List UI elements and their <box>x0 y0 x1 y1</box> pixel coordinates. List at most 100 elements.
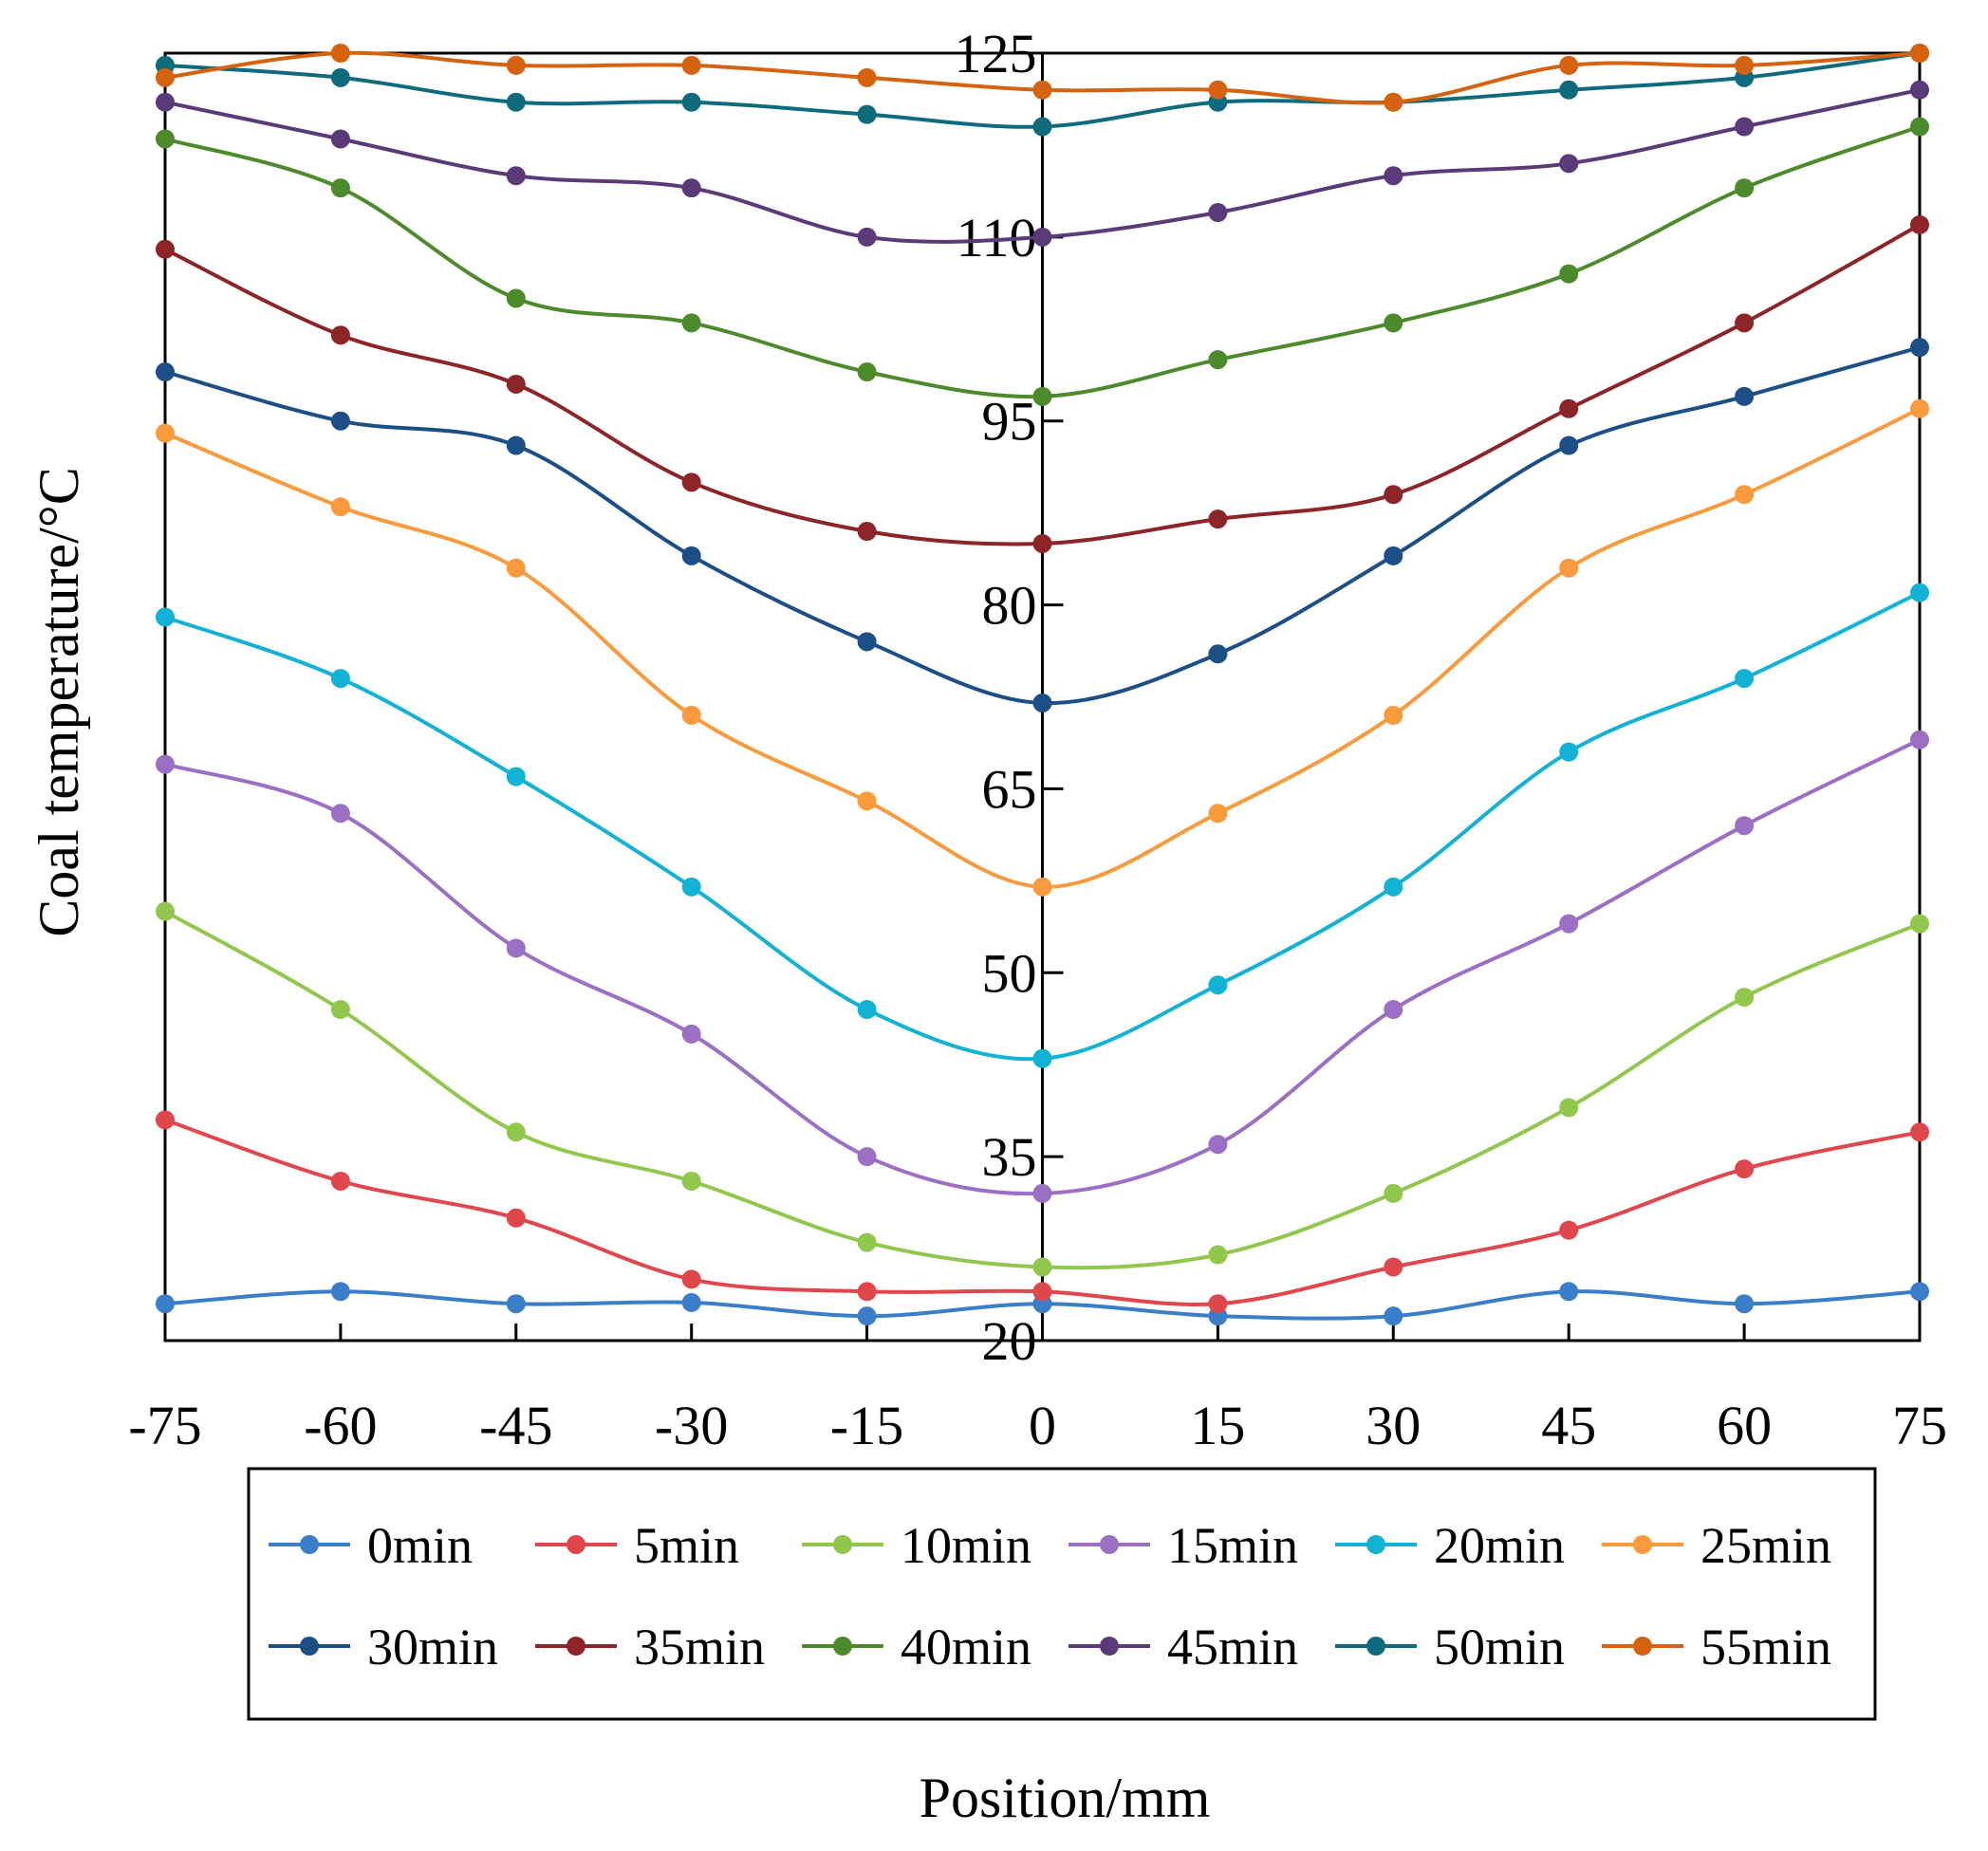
data-point <box>1384 877 1403 897</box>
data-point <box>1559 1282 1579 1302</box>
data-point <box>681 1269 701 1289</box>
data-point <box>156 1110 175 1130</box>
legend-swatch-marker <box>567 1535 585 1554</box>
data-point <box>1910 44 1929 63</box>
y-tick-label: 20 <box>982 1310 1037 1372</box>
data-point <box>1384 92 1403 112</box>
y-tick-label: 125 <box>955 23 1037 84</box>
legend-item-40min: 40min <box>802 1619 1031 1675</box>
data-point <box>1384 166 1403 186</box>
data-point <box>506 374 526 394</box>
data-point <box>1384 546 1403 565</box>
data-point <box>1559 1220 1579 1240</box>
data-point <box>330 129 350 149</box>
data-point <box>1384 705 1403 725</box>
data-point <box>506 1122 526 1142</box>
data-point <box>681 705 701 725</box>
data-point <box>156 901 175 921</box>
series-40min <box>156 117 1929 406</box>
data-point <box>857 362 877 382</box>
data-point <box>156 67 175 87</box>
legend-swatch-marker <box>300 1535 319 1554</box>
legend-swatch-marker <box>300 1637 319 1656</box>
legend-swatch-marker <box>1366 1637 1385 1656</box>
data-point <box>1559 55 1579 75</box>
data-point <box>1735 988 1755 1008</box>
data-point <box>1735 386 1755 406</box>
data-point <box>1735 1159 1755 1179</box>
legend-swatch-marker <box>1633 1637 1652 1656</box>
data-point <box>1910 730 1929 750</box>
data-point <box>857 522 877 542</box>
x-tick-label: -45 <box>479 1395 552 1456</box>
data-point <box>681 1171 701 1191</box>
data-point <box>1032 1257 1052 1277</box>
legend-swatch-marker <box>1100 1535 1119 1554</box>
data-point <box>857 791 877 811</box>
data-point <box>1910 914 1929 934</box>
legend-item-10min: 10min <box>802 1517 1031 1574</box>
data-point <box>1735 117 1755 137</box>
data-point <box>1208 509 1228 529</box>
series-0min <box>156 1282 1929 1326</box>
data-point <box>156 362 175 382</box>
data-point <box>1384 485 1403 505</box>
legend-item-30min: 30min <box>269 1619 498 1675</box>
data-point <box>1032 1183 1052 1203</box>
series-layer <box>156 44 1929 1326</box>
data-point <box>330 1171 350 1191</box>
data-point <box>506 1294 526 1314</box>
data-point <box>857 1000 877 1020</box>
data-point <box>681 1292 701 1312</box>
data-point <box>857 1232 877 1252</box>
data-point <box>330 1000 350 1020</box>
data-point <box>156 423 175 443</box>
legend-label: 15min <box>1167 1517 1298 1574</box>
x-tick-label: -60 <box>304 1395 377 1456</box>
data-point <box>681 178 701 198</box>
legend-item-55min: 55min <box>1602 1619 1831 1675</box>
data-point <box>330 497 350 517</box>
legend-swatch-marker <box>1100 1637 1119 1656</box>
legend-item-20min: 20min <box>1335 1517 1565 1574</box>
data-point <box>857 1306 877 1326</box>
data-point <box>1735 669 1755 689</box>
data-point <box>1032 227 1052 247</box>
data-point <box>1208 1135 1228 1155</box>
data-point <box>681 472 701 492</box>
series-30min <box>156 338 1929 713</box>
data-point <box>1032 1048 1052 1068</box>
data-point <box>1735 1294 1755 1314</box>
data-point <box>1735 313 1755 333</box>
data-point <box>1384 1183 1403 1203</box>
series-15min <box>156 730 1929 1203</box>
data-point <box>1032 1282 1052 1302</box>
data-point <box>506 166 526 186</box>
legend-item-50min: 50min <box>1335 1619 1565 1675</box>
data-point <box>330 325 350 345</box>
legend-swatch-marker <box>1366 1535 1385 1554</box>
data-point <box>681 55 701 75</box>
data-point <box>1032 533 1052 553</box>
data-point <box>857 104 877 124</box>
legend-swatch-marker <box>567 1637 585 1656</box>
data-point <box>857 67 877 87</box>
data-point <box>1032 117 1052 137</box>
data-point <box>857 227 877 247</box>
data-point <box>156 607 175 627</box>
y-tick-label: 80 <box>982 575 1037 637</box>
data-point <box>330 411 350 431</box>
data-point <box>156 129 175 149</box>
series-20min <box>156 583 1929 1068</box>
x-axis-title: Position/mm <box>920 1767 1211 1829</box>
y-tick-label: 65 <box>982 758 1037 820</box>
data-point <box>1032 693 1052 713</box>
series-10min <box>156 901 1929 1277</box>
x-tick-label: 0 <box>1029 1395 1056 1456</box>
data-point <box>1559 80 1579 100</box>
x-tick-label: -30 <box>655 1395 728 1456</box>
data-point <box>506 558 526 578</box>
data-point <box>1559 154 1579 174</box>
data-point <box>506 435 526 455</box>
data-point <box>1735 816 1755 836</box>
